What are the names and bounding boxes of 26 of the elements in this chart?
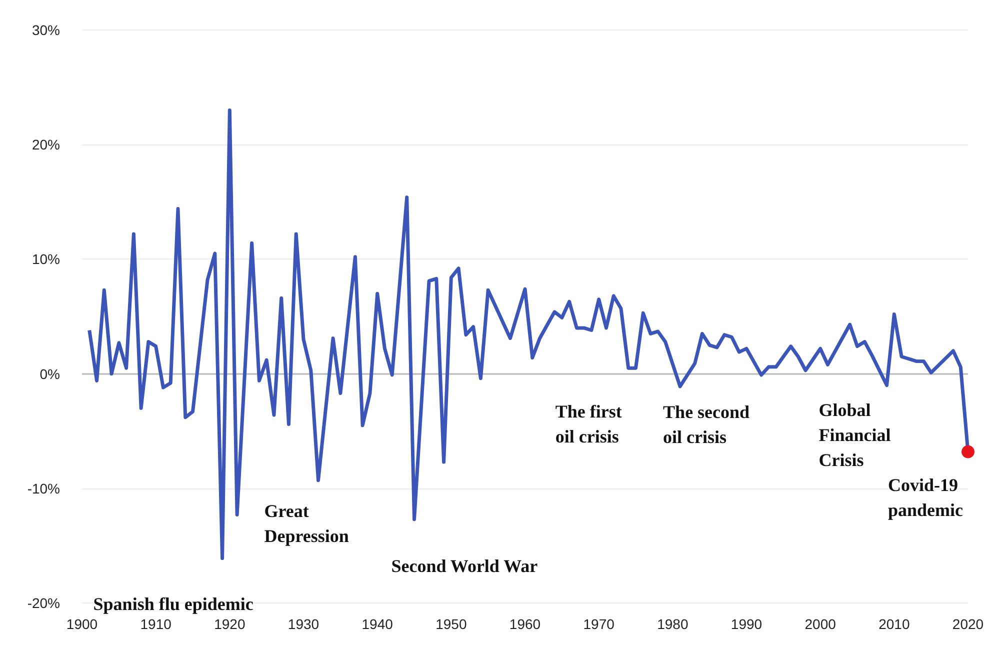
annotation: Spanish flu epidemic xyxy=(93,594,254,614)
y-tick-label: 0% xyxy=(40,366,60,382)
y-tick-label: -20% xyxy=(27,595,60,611)
y-tick-label: 30% xyxy=(32,22,60,38)
annotation: The second oil crisis xyxy=(663,402,754,447)
x-tick-label: 1910 xyxy=(140,616,172,632)
x-tick-label: 1900 xyxy=(66,616,98,632)
x-tick-label: 1950 xyxy=(436,616,467,632)
x-tick-label: 1990 xyxy=(730,616,762,632)
annotation: Second World War xyxy=(391,556,538,576)
x-tick-label: 1970 xyxy=(583,616,615,632)
x-tick-label: 2010 xyxy=(878,616,910,632)
y-tick-label: 10% xyxy=(32,251,60,268)
y-tick-label: 20% xyxy=(32,136,60,153)
x-tick-label: 1960 xyxy=(509,616,541,632)
annotation: The first oil crisis xyxy=(555,402,626,447)
x-tick-label: 1940 xyxy=(362,616,394,632)
x-tick-label: 1980 xyxy=(657,616,688,632)
x-tick-label: 1920 xyxy=(214,616,246,632)
annotation: Covid-19 pandemic xyxy=(888,475,964,520)
x-tick-label: 2000 xyxy=(804,616,836,632)
annotation: Great Depression xyxy=(264,500,349,546)
annotation: Global Financial Crisis xyxy=(818,400,896,470)
x-tick-label: 1930 xyxy=(288,616,320,632)
y-tick-label: -10% xyxy=(27,480,60,496)
x-tick-label: 2020 xyxy=(952,616,984,632)
